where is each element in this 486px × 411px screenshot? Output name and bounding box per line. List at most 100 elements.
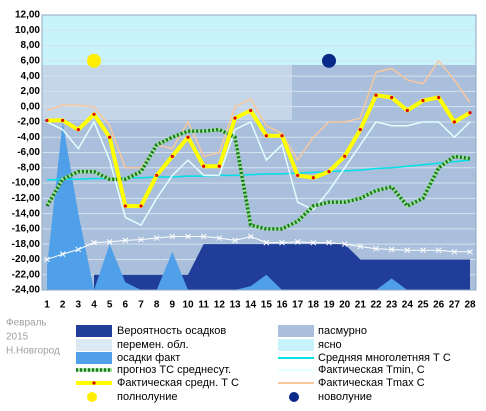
y-tick-label: -6,00 [17, 147, 40, 158]
point [153, 235, 160, 241]
y-tick-label: 8,00 [21, 40, 41, 51]
legend-label: Фактическая средн. Т С [117, 377, 239, 389]
x-tick-label: 24 [402, 300, 414, 311]
y-tick-label: -14,00 [12, 208, 41, 219]
legend-label: Фактическая Tmax С [318, 377, 425, 389]
point [233, 116, 237, 120]
point [217, 164, 221, 168]
legend-swatch [278, 325, 314, 337]
area [47, 121, 470, 290]
x-tick-label: 12 [214, 300, 226, 311]
y-tick-label: 2,00 [21, 86, 41, 97]
x-tick-label: 25 [417, 300, 429, 311]
partly-band [42, 65, 292, 120]
point [437, 95, 441, 100]
point [91, 239, 97, 246]
x-tick-label: 16 [276, 300, 288, 311]
point [247, 233, 254, 240]
point [59, 251, 66, 257]
legend-swatch [87, 392, 97, 402]
point [92, 112, 96, 116]
legend-label: ясно [318, 339, 342, 351]
point [467, 248, 473, 255]
y-tick-label: -16,00 [12, 224, 41, 235]
point [310, 239, 317, 246]
y-tick-label: 0,00 [21, 101, 41, 112]
x-tick-label: 8 [154, 300, 160, 311]
point [404, 247, 411, 254]
point [327, 169, 331, 174]
point [373, 245, 379, 252]
point [326, 239, 332, 246]
point [296, 173, 300, 178]
x-tick-label: 2 [60, 300, 66, 311]
point [61, 118, 65, 123]
point [358, 127, 362, 132]
plot-frame [41, 14, 477, 291]
point [249, 108, 253, 113]
moon-marker [322, 53, 336, 68]
legend-swatch [278, 339, 314, 351]
point [280, 134, 284, 138]
x-tick-label: 18 [308, 300, 320, 311]
point [155, 173, 159, 178]
x-tick-label: 9 [170, 300, 176, 311]
legend-label: новолуние [318, 391, 372, 403]
point [264, 134, 268, 138]
point [421, 98, 425, 103]
x-tick-label: 1 [44, 300, 50, 311]
x-tick-label: 28 [464, 300, 476, 311]
caption-city: Н.Новгород [6, 346, 60, 357]
legend-label: осадки факт [117, 352, 180, 364]
point [76, 127, 80, 132]
y-tick-label: -10,00 [12, 178, 41, 189]
x-tick-label: 10 [182, 300, 194, 311]
legend-label: пасмурно [318, 325, 367, 337]
point [186, 135, 190, 139]
legend-label: Средняя многолетняя Т С [318, 352, 451, 364]
point [388, 246, 395, 253]
legend-label: Фактическая Tmin, C [318, 364, 425, 376]
caption-year: 2015 [6, 332, 29, 343]
point [390, 95, 394, 100]
point [279, 239, 285, 246]
x-tick-label: 7 [138, 300, 144, 311]
line [46, 236, 470, 260]
point [435, 247, 442, 254]
caption-month: Февраль [6, 318, 47, 329]
line [47, 93, 472, 208]
x-tick-label: 21 [355, 300, 367, 311]
x-tick-label: 5 [107, 300, 113, 311]
legend-swatch [76, 352, 112, 364]
point [44, 256, 50, 263]
point [232, 237, 238, 244]
x-tick-label: 23 [386, 300, 398, 311]
y-tick-label: -8,00 [17, 162, 40, 173]
x-tick-label: 14 [245, 300, 257, 311]
y-tick-label: 10,00 [15, 25, 40, 36]
line [46, 59, 471, 169]
clear-band [42, 15, 476, 65]
point [341, 241, 348, 248]
point [263, 239, 270, 246]
x-tick-label: 13 [229, 300, 241, 311]
point [123, 204, 127, 208]
x-tick-label: 22 [370, 300, 382, 311]
point [202, 164, 206, 168]
x-tick-label: 20 [339, 300, 351, 311]
legend-label: прогноз ТС среднесут. [117, 364, 231, 376]
y-tick-label: -12,00 [12, 193, 41, 204]
y-tick-label: 4,00 [21, 71, 41, 82]
legend-swatch [76, 325, 112, 337]
legend-swatch [76, 339, 112, 351]
y-tick-label: -20,00 [12, 254, 41, 265]
legend-label: перемен. обл. [117, 339, 189, 351]
y-tick-label: 6,00 [21, 55, 41, 66]
x-tick-label: 6 [123, 300, 129, 311]
point [108, 135, 112, 139]
y-tick-label: -4,00 [17, 132, 40, 143]
point [451, 248, 458, 255]
moon-marker [87, 53, 101, 68]
x-tick-label: 3 [76, 300, 82, 311]
